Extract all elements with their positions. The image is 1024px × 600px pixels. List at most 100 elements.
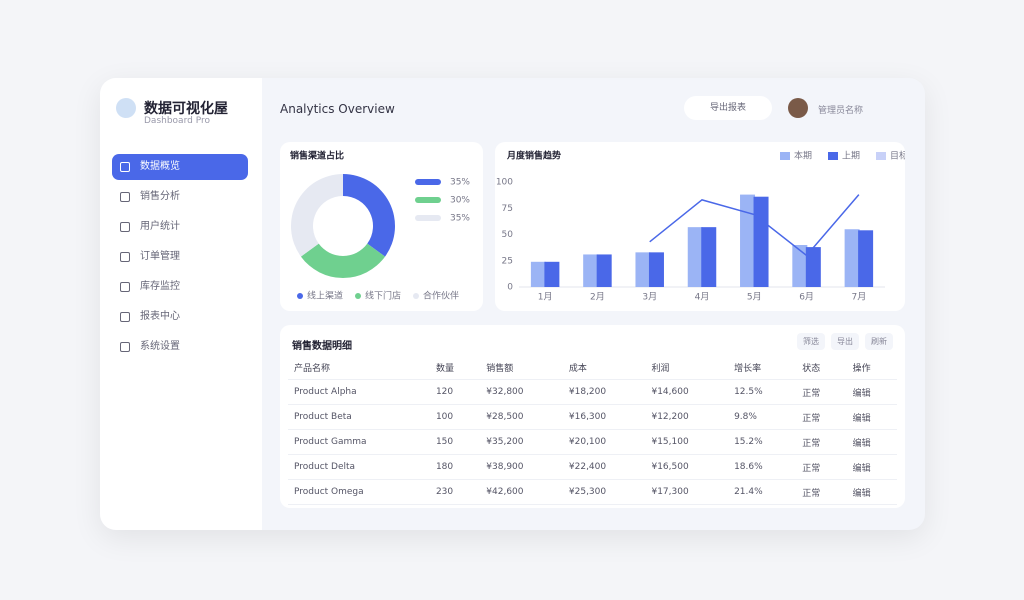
bar (844, 229, 860, 287)
table-row: Product Alpha 120 ¥32,800 ¥18,200 ¥14,600 12.… (288, 379, 897, 405)
menu-icon (120, 222, 130, 232)
bar (753, 196, 769, 287)
table-cell: 正常 (796, 454, 847, 480)
value-label: 30% (450, 196, 470, 206)
menu-item[interactable]: 报表中心 (112, 304, 248, 330)
menu-icon (120, 252, 130, 262)
table-cell: 12.5% (728, 379, 797, 405)
legend-swatch (415, 197, 441, 203)
table-tools: 筛选 导出 刷新 (797, 333, 893, 350)
user-name[interactable]: 管理员名称 (818, 106, 864, 116)
legend-label: 合作伙伴 (423, 290, 459, 302)
app-subtitle: Dashboard Pro (144, 116, 210, 126)
legend-label: 线上渠道 (307, 290, 343, 302)
table-cell[interactable]: 编辑 (846, 479, 897, 505)
menu-item[interactable]: 系统设置 (112, 334, 248, 360)
table-cell: ¥28,500 (480, 404, 563, 430)
bar (596, 254, 612, 287)
x-tick-label: 5月 (747, 292, 762, 303)
y-tick-label: 25 (502, 256, 513, 266)
y-tick-label: 75 (502, 204, 513, 214)
table-cell: ¥22,400 (562, 454, 646, 480)
table-cell: ¥38,900 (480, 454, 563, 480)
bar (687, 227, 703, 287)
column-header: 数量 (429, 355, 481, 380)
legend-swatch (415, 179, 441, 185)
x-tick-label: 2月 (590, 292, 605, 303)
table-cell: ¥18,200 (562, 379, 646, 405)
table-cell: 100 (429, 404, 481, 430)
menu-item[interactable]: 订单管理 (112, 244, 248, 270)
table-cell: ¥42,600 (480, 479, 563, 505)
legend-dot (297, 293, 303, 299)
table-cell[interactable]: 编辑 (846, 429, 897, 455)
table-cell: Product Alpha (288, 379, 430, 405)
x-tick-label: 7月 (851, 292, 866, 303)
menu-item[interactable]: 用户统计 (112, 214, 248, 240)
table-cell: 150 (429, 429, 481, 455)
menu-icon (120, 342, 130, 352)
table-cell: Product Beta (288, 404, 430, 430)
bar-chart: 月度销售趋势 0 25 50 75 100 1月 2月 3月 4月 5月 6月 7月 本期 上期 目标 (496, 150, 908, 303)
table-cell: ¥12,200 (645, 404, 729, 430)
chart-title: 月度销售趋势 (506, 150, 561, 162)
y-tick-label: 0 (507, 283, 513, 293)
table-cell: ¥32,800 (480, 379, 563, 405)
legend-dot (355, 293, 361, 299)
legend-swatch (828, 152, 838, 160)
table-cell: ¥17,300 (645, 479, 729, 505)
table-cell[interactable]: 编辑 (846, 379, 897, 405)
y-tick-label: 50 (502, 230, 514, 240)
menu-item[interactable]: 库存监控 (112, 274, 248, 300)
table-wrap: 产品名称 数量 销售额 成本 利润 增长率 状态 操作 Product Alpha 120 ¥32,… (288, 355, 897, 505)
table-cell: ¥14,600 (645, 379, 729, 405)
table-cell: 正常 (796, 404, 847, 430)
value-label: 35% (450, 214, 470, 224)
table-cell: Product Gamma (288, 429, 430, 455)
x-tick-label: 4月 (695, 292, 710, 303)
column-header: 成本 (562, 355, 646, 380)
y-tick-label: 100 (496, 178, 513, 188)
table-cell[interactable]: 编辑 (846, 454, 897, 480)
bar (805, 247, 821, 287)
tool-button[interactable]: 刷新 (865, 333, 893, 350)
table-cell: 230 (429, 479, 481, 505)
legend-swatch (780, 152, 790, 160)
table-row: Product Gamma 150 ¥35,200 ¥20,100 ¥15,100 15.… (288, 429, 897, 455)
legend-label: 目标 (890, 150, 905, 162)
legend-label: 本期 (794, 150, 812, 162)
legend-label: 上期 (842, 151, 860, 162)
table-cell: 21.4% (728, 479, 797, 505)
bar (583, 254, 599, 287)
menu-item[interactable]: 销售分析 (112, 184, 248, 210)
header-title: Analytics Overview (280, 102, 395, 116)
pie-panel: 销售渠道占比 35% 线上渠道 30% 线下门店 35% 合作伙伴 (280, 142, 483, 311)
table-panel: 销售数据明细 筛选 导出 刷新 产品名称 数量 销售额 成本 利润 增长率 状态 操作 Produc… (280, 325, 905, 508)
x-tick-label: 1月 (538, 292, 553, 303)
tool-button[interactable]: 筛选 (797, 333, 825, 350)
bar (530, 261, 546, 287)
bar (635, 252, 651, 287)
pie-slice (300, 243, 386, 278)
table-row: Product Delta 180 ¥38,900 ¥22,400 ¥16,500 18.… (288, 454, 897, 480)
table-cell: 9.8% (728, 404, 797, 430)
table-title: 销售数据明细 (292, 341, 352, 352)
header-row: 产品名称 数量 销售额 成本 利润 增长率 状态 操作 (288, 355, 897, 380)
bar (858, 230, 874, 287)
table-cell: ¥35,200 (480, 429, 563, 455)
menu-item[interactable]: 数据概览 (112, 154, 248, 180)
menu-icon (120, 312, 130, 322)
bar-panel: 月度销售趋势 0 25 50 75 100 1月 2月 3月 4月 5月 6月 7月 本期 上期 目标 (495, 142, 908, 311)
avatar[interactable] (788, 98, 808, 118)
table-cell[interactable]: 编辑 (846, 404, 897, 430)
sidebar: 数据可视化屋 Dashboard Pro 数据概览 销售分析 用户统计 订单管理 库存监… (100, 78, 262, 530)
menu-icon (120, 162, 130, 172)
tool-button[interactable]: 导出 (831, 333, 859, 350)
table-cell: ¥16,500 (645, 454, 729, 480)
column-header: 操作 (846, 355, 897, 380)
bar (544, 261, 560, 287)
trend-line (649, 194, 860, 257)
bar (740, 194, 756, 287)
export-button[interactable]: 导出报表 (684, 96, 772, 120)
